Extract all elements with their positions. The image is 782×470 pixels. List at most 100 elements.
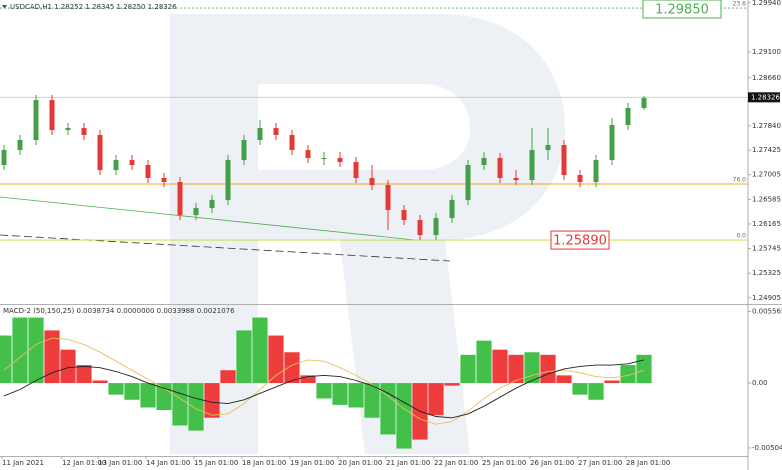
y-tick-label: 1.24905 <box>752 294 781 302</box>
candle-body <box>513 178 519 181</box>
histogram-bar <box>92 380 108 384</box>
histogram-bar <box>604 380 620 384</box>
histogram-bar <box>428 383 444 416</box>
candle-body <box>593 160 599 182</box>
x-tick-label: 12 Jan 01:00 <box>62 459 106 467</box>
histogram-bar <box>60 349 76 384</box>
candle-body <box>97 135 103 171</box>
level-price-label: 1.25890 <box>553 234 607 249</box>
candle-body <box>641 98 647 108</box>
histogram-bar <box>572 383 588 395</box>
y-tick-label: 1.25325 <box>752 269 781 277</box>
candle-body <box>369 178 375 186</box>
candle-body <box>321 158 327 160</box>
y-tick-label: 1.26585 <box>752 195 781 203</box>
histogram-bar <box>28 317 44 384</box>
x-tick-label: 25 Jan 01:00 <box>482 459 526 467</box>
candle-body <box>1 150 7 166</box>
histogram-bar <box>620 365 636 384</box>
watermark-bowl <box>258 14 565 240</box>
histogram-bar <box>316 383 332 399</box>
histogram-bar <box>332 383 348 405</box>
x-tick-label: 20 Jan 01:00 <box>338 459 382 467</box>
last-price-box <box>748 92 780 103</box>
candle-body <box>465 165 471 201</box>
last-price-label: 1.28326 <box>751 93 780 101</box>
histogram-bar <box>460 354 476 384</box>
x-tick-label: 27 Jan 01:00 <box>578 459 622 467</box>
candle-body <box>193 208 199 216</box>
candle-body <box>577 175 583 182</box>
histogram-bar <box>444 383 460 386</box>
histogram-bar <box>540 354 556 384</box>
histogram-bar <box>76 365 92 384</box>
candle-body <box>561 145 567 176</box>
histogram-bar <box>588 383 604 400</box>
histogram-bar <box>140 383 156 408</box>
histogram-bar <box>0 335 12 384</box>
candle-body <box>337 158 343 163</box>
candle-body <box>145 165 151 179</box>
y-tick-label: 1.27425 <box>752 146 781 154</box>
histogram-bar <box>204 383 220 418</box>
x-tick-label: 14 Jan 01:00 <box>146 459 190 467</box>
histogram-bar <box>348 383 364 408</box>
candle-body <box>385 185 391 211</box>
y-tick-label: 1.29940 <box>752 0 781 7</box>
level-price-box <box>550 230 610 250</box>
chart-title: USDCAD,H1 1.28252 1.28345 1.28250 1.2832… <box>10 3 177 11</box>
candle-body <box>433 218 439 236</box>
x-tick-label: 26 Jan 01:00 <box>530 459 574 467</box>
candle-body <box>545 145 551 151</box>
symbol-menu-icon <box>2 5 7 9</box>
candle-body <box>33 100 39 140</box>
y-tick-label: 1.28660 <box>752 74 781 82</box>
histogram-bar <box>124 383 140 400</box>
histogram-bar <box>44 330 60 384</box>
candle-body <box>161 178 167 182</box>
x-tick-label: 28 Jan 01:00 <box>626 459 670 467</box>
y-tick-label: -0.0050496 <box>752 444 782 452</box>
x-tick-label: 21 Jan 01:00 <box>386 459 430 467</box>
fib-level-name: 23.6 <box>733 1 747 8</box>
histogram-bar <box>236 330 252 384</box>
x-tick-label: 13 Jan 01:00 <box>98 459 142 467</box>
y-tick-label: 1.27005 <box>752 171 781 179</box>
y-tick-label: 1.26165 <box>752 220 781 228</box>
histogram-bar <box>108 383 124 395</box>
indicator-line <box>3 337 645 425</box>
histogram-bar <box>156 383 172 411</box>
level-price-box <box>642 0 722 19</box>
histogram-bar <box>508 354 524 384</box>
candle-body <box>481 158 487 166</box>
candle-body <box>177 181 183 216</box>
candle-body <box>225 160 231 201</box>
x-tick-label: 11 Jan 2021 <box>2 459 44 467</box>
histogram-bar <box>492 349 508 384</box>
histogram-bar <box>476 340 492 384</box>
histogram-bar <box>636 354 652 384</box>
candle-body <box>65 128 71 131</box>
candle-body <box>625 107 631 125</box>
x-tick-label: 22 Jan 01:00 <box>434 459 478 467</box>
histogram-bar <box>556 375 572 384</box>
histogram-bar <box>12 317 28 384</box>
fib-level-name: 0.0 <box>736 233 746 240</box>
candle-body <box>449 200 455 219</box>
histogram-bar <box>300 375 316 384</box>
fib-level-name: 76.0 <box>733 176 747 183</box>
histogram-bar <box>268 335 284 384</box>
histogram-bar <box>396 383 412 449</box>
histogram-bar <box>364 383 380 418</box>
candle-body <box>81 128 87 136</box>
trend-line-dashed <box>0 234 451 262</box>
histogram-bar <box>220 370 236 384</box>
candle-body <box>401 210 407 221</box>
candle-body <box>305 150 311 159</box>
trend-line <box>0 196 416 241</box>
candle-body <box>417 220 423 236</box>
histogram-bar <box>284 352 300 384</box>
candle-body <box>497 158 503 179</box>
histogram-bar <box>252 317 268 384</box>
